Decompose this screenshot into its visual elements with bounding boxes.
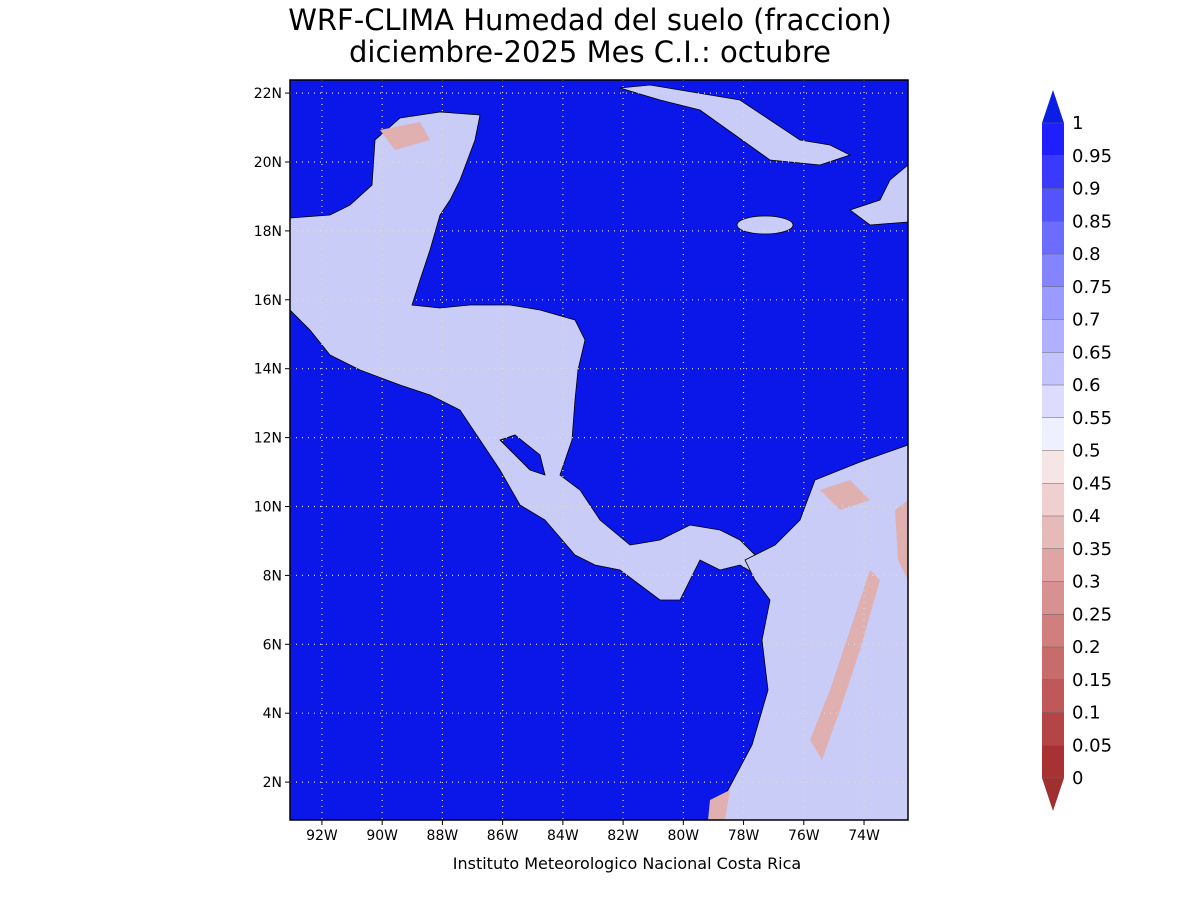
colorbar-segment	[1042, 581, 1064, 615]
colorbar-label: 0.45	[1072, 473, 1112, 494]
colorbar-segment	[1042, 516, 1064, 549]
colorbar-label: 0.15	[1072, 670, 1112, 691]
lat-tick-label: 10N	[254, 499, 282, 515]
lat-tick-label: 14N	[254, 362, 282, 378]
lat-tick-label: 4N	[263, 706, 282, 722]
lon-tick-label: 84W	[547, 828, 579, 844]
colorbar-label: 1	[1072, 113, 1083, 134]
colorbar-segment	[1042, 319, 1064, 353]
lon-tick-label: 74W	[848, 828, 880, 844]
footer: Instituto Meteorologico Nacional Costa R…	[453, 854, 801, 873]
title-line: WRF-CLIMA Humedad del suelo (fraccion)	[288, 3, 892, 37]
colorbar-segment	[1042, 221, 1064, 254]
colorbar-segment	[1042, 286, 1064, 320]
colorbar-label: 0.2	[1072, 637, 1101, 658]
colorbar-label: 0.05	[1072, 735, 1112, 756]
colorbar-segment	[1042, 417, 1064, 451]
lake-nicaragua	[499, 434, 546, 476]
colorbar-label: 0.5	[1072, 441, 1101, 462]
colorbar-label: 0.95	[1072, 146, 1112, 167]
colorbar-segment	[1042, 385, 1064, 418]
dry-patch	[895, 500, 908, 580]
lat-tick-label: 18N	[254, 224, 282, 240]
map-frame	[289, 79, 909, 821]
colorbar-segment	[1042, 483, 1064, 516]
colorbar-under	[1042, 778, 1064, 811]
lon-tick-label: 76W	[788, 828, 820, 844]
dry-patch	[708, 790, 730, 820]
colorbar-segment	[1042, 123, 1064, 156]
colorbar-label: 0.85	[1072, 211, 1112, 232]
jamaica	[736, 215, 794, 235]
lon-tick-label: 80W	[667, 828, 699, 844]
lat-tick-label: 12N	[254, 431, 282, 447]
dry-patch	[820, 480, 870, 510]
colorbar-segment	[1042, 679, 1064, 713]
lon-tick-label: 82W	[607, 828, 639, 844]
colorbar-label: 0.35	[1072, 539, 1112, 560]
colorbar-label: 0	[1072, 768, 1083, 789]
colorbar-segment	[1042, 254, 1064, 287]
colorbar-segment	[1042, 745, 1064, 778]
colorbar-segment	[1042, 450, 1064, 484]
colorbar-segment	[1042, 188, 1064, 222]
colorbar-segment	[1042, 614, 1064, 647]
dry-patch	[810, 570, 880, 760]
colorbar-label: 0.25	[1072, 604, 1112, 625]
colorbar-segment	[1042, 647, 1064, 680]
colorbar-segment	[1042, 352, 1064, 385]
colorbar-label: 0.65	[1072, 342, 1112, 363]
lat-tick-label: 6N	[263, 637, 282, 653]
lon-tick-label: 78W	[728, 828, 760, 844]
colorbar-label: 0.4	[1072, 506, 1101, 527]
colorbar-segment	[1042, 712, 1064, 746]
colorbar-label: 0.1	[1072, 703, 1101, 724]
lat-tick-label: 22N	[254, 86, 282, 102]
lat-tick-label: 20N	[254, 155, 282, 171]
title-line: diciembre-2025 Mes C.I.: octubre	[349, 35, 831, 69]
graticule	[285, 80, 908, 825]
colorbar-label: 0.6	[1072, 375, 1101, 396]
colorbar	[1042, 90, 1064, 811]
colorbar-label: 0.3	[1072, 572, 1101, 593]
lon-tick-label: 90W	[366, 828, 398, 844]
colorbar-segment	[1042, 548, 1064, 582]
colorbar-label: 0.55	[1072, 408, 1112, 429]
colorbar-label: 0.9	[1072, 179, 1101, 200]
dry-patches	[380, 122, 908, 820]
lon-tick-label: 86W	[487, 828, 519, 844]
lon-tick-label: 88W	[427, 828, 459, 844]
colorbar-label: 0.8	[1072, 244, 1101, 265]
dry-patch	[380, 122, 430, 150]
central-america	[289, 111, 766, 601]
colorbar-over	[1042, 90, 1064, 123]
lon-tick-label: 92W	[306, 828, 338, 844]
land	[289, 84, 909, 821]
lat-tick-label: 16N	[254, 293, 282, 309]
lat-tick-label: 2N	[263, 775, 282, 791]
lat-tick-label: 8N	[263, 568, 282, 584]
colorbar-label: 0.75	[1072, 277, 1112, 298]
colorbar-segment	[1042, 155, 1064, 189]
colorbar-label: 0.7	[1072, 310, 1101, 331]
